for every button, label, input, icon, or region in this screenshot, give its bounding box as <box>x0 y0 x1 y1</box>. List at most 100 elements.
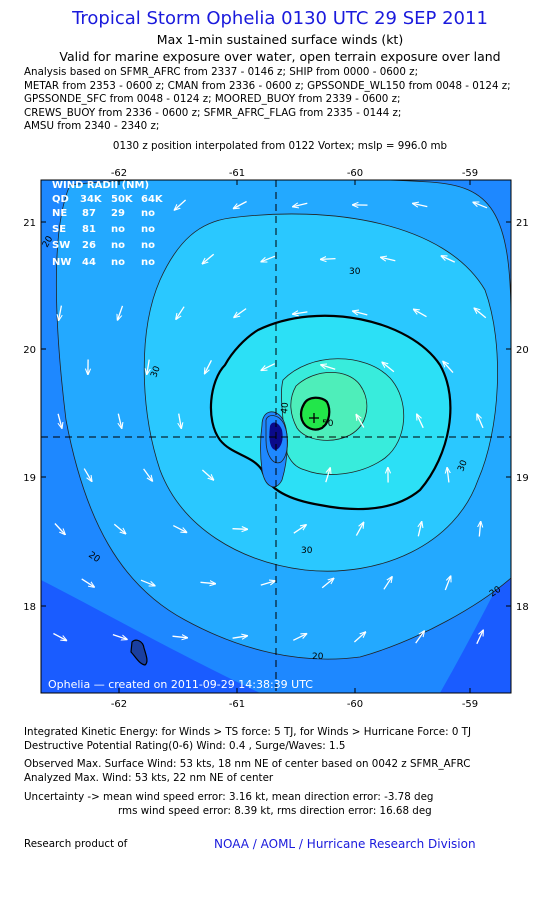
wind-arrow <box>382 362 395 373</box>
analyzed-max-line: Analyzed Max. Wind: 53 kts, 22 nm NE of … <box>24 772 274 784</box>
wind-arrow <box>414 309 427 318</box>
observed-max-line: Observed Max. Surface Wind: 53 kts, 18 n… <box>24 758 471 770</box>
lon-tick-bottom: -61 <box>229 699 245 710</box>
wind-radii-cell: NW <box>52 257 71 268</box>
wind-arrow <box>443 361 454 374</box>
wind-arrow <box>383 577 392 590</box>
uncertainty-mean-line: Uncertainty -> mean wind speed error: 3.… <box>24 791 434 803</box>
wind-arrow <box>473 202 488 209</box>
wind-arrow <box>293 634 306 641</box>
wind-radii-cell: no <box>141 224 155 235</box>
wind-arrow <box>325 468 330 483</box>
analysis-line: GPSSONDE_SFC from 0048 - 0124 z; MOORED_… <box>24 93 401 106</box>
wind-arrow <box>261 255 276 262</box>
wind-arrow <box>172 636 188 638</box>
plot-frame <box>40 179 512 694</box>
wind-arrow <box>232 529 248 530</box>
wind-arrow <box>113 523 125 534</box>
wind-arrow <box>479 522 480 537</box>
wind-arrow <box>147 359 149 375</box>
wind-arrow <box>232 636 248 638</box>
contour-label: 30 <box>149 365 162 379</box>
wind-radii-table: WIND RADII (NM) QD 34K 50K 64K NE 87 29 … <box>52 180 164 268</box>
wind-arrow <box>53 632 66 641</box>
wind-vectors <box>53 199 488 645</box>
wind-radii-cell: 26 <box>82 240 96 251</box>
wind-arrow <box>201 469 213 480</box>
island <box>130 639 148 666</box>
wind-arrow <box>233 200 247 209</box>
analysis-line: METAR from 2353 - 0600 z; CMAN from 2336… <box>24 79 511 92</box>
analysis-line: AMSU from 2340 - 2340 z; <box>24 120 160 133</box>
contour-label: 50 <box>322 419 334 429</box>
frame-ticks <box>41 180 511 693</box>
lat-tick-left: 18 <box>23 602 36 613</box>
wind-arrow <box>112 633 127 640</box>
wind-arrow <box>441 256 456 263</box>
wind-arrow <box>353 632 365 643</box>
wind-arrow <box>355 522 363 536</box>
wind-arrow <box>202 253 215 264</box>
wind-field-map: 20 30 40 50 30 30 20 30 20 20 -62 -61 -6… <box>23 168 529 710</box>
low-wind-ring <box>265 415 288 464</box>
wind-radii-header: 64K <box>141 194 164 205</box>
wind-radii-cell: NE <box>52 208 67 219</box>
wind-radii-cell: no <box>111 224 125 235</box>
lon-tick-top: -62 <box>111 168 127 179</box>
wind-arrow <box>83 468 92 482</box>
lon-tick-bottom: -59 <box>462 699 478 710</box>
lat-tick-right: 19 <box>516 473 529 484</box>
contour-labels: 20 30 40 50 30 30 20 30 20 20 <box>41 234 503 662</box>
wind-arrow <box>200 582 216 583</box>
wind-arrow <box>205 360 212 373</box>
exposure-subtitle: Valid for marine exposure over water, op… <box>59 49 501 64</box>
wind-arrow <box>293 525 306 534</box>
wind-arrow <box>356 415 365 428</box>
wind-arrow <box>260 581 275 586</box>
organization-credit: NOAA / AOML / Hurricane Research Divisio… <box>214 837 476 851</box>
wind-arrow <box>447 468 449 483</box>
wind-arrow <box>57 413 62 428</box>
lat-tick-left: 19 <box>23 473 36 484</box>
wind-arrow <box>415 631 425 644</box>
lat-tick-right: 21 <box>516 218 529 229</box>
storm-title: Tropical Storm Ophelia 0130 UTC 29 SEP 2… <box>72 8 488 29</box>
wind-arrow <box>118 413 121 429</box>
lon-tick-bottom: -62 <box>111 699 127 710</box>
wind-radii-header: 50K <box>111 194 134 205</box>
uncertainty-rms-line: rms wind speed error: 8.39 kt, rms direc… <box>118 805 432 817</box>
wind-arrow <box>81 578 95 587</box>
wind-arrow <box>381 257 396 260</box>
lat-tick-right: 20 <box>516 345 529 356</box>
contour-label: 30 <box>349 267 361 277</box>
contour-label: 20 <box>312 652 324 662</box>
wind-arrow <box>321 365 336 370</box>
analysis-sources: Analysis based on SFMR_AFRC from 2337 - … <box>24 66 554 134</box>
lon-tick-top: -61 <box>229 168 245 179</box>
wind-arrow <box>476 630 483 645</box>
wind-arrow <box>140 579 155 586</box>
analysis-line: CREWS_BUOY from 2336 - 0600 z; SFMR_AFRC… <box>24 106 402 119</box>
wind-arrow <box>59 305 62 321</box>
wind-arrow <box>173 525 186 533</box>
lat-tick-left: 20 <box>23 345 36 356</box>
wind-radii-header: 34K <box>80 194 103 205</box>
contour-label: 30 <box>301 546 313 556</box>
wind-arrow <box>174 199 187 210</box>
wind-arrow <box>234 308 247 318</box>
lon-tick-top: -59 <box>462 168 478 179</box>
wind-radii-cell: 81 <box>82 224 96 235</box>
ike-line: Integrated Kinetic Energy: for Winds > T… <box>24 726 471 738</box>
wind-radii-cell: SW <box>52 240 70 251</box>
wind-arrow <box>477 414 484 429</box>
wind-radii-cell: no <box>141 208 155 219</box>
wind-arrow <box>143 468 153 481</box>
wind-arrow <box>353 311 368 316</box>
product-subtitle: Max 1-min sustained surface winds (kt) <box>156 32 404 47</box>
dpr-line: Destructive Potential Rating(0-6) Wind: … <box>24 740 346 752</box>
wind-arrow <box>176 306 185 320</box>
wind-arrow <box>413 203 428 206</box>
wind-arrow <box>261 363 276 371</box>
wind-arrow <box>118 305 124 320</box>
wind-radii-cell: no <box>111 240 125 251</box>
